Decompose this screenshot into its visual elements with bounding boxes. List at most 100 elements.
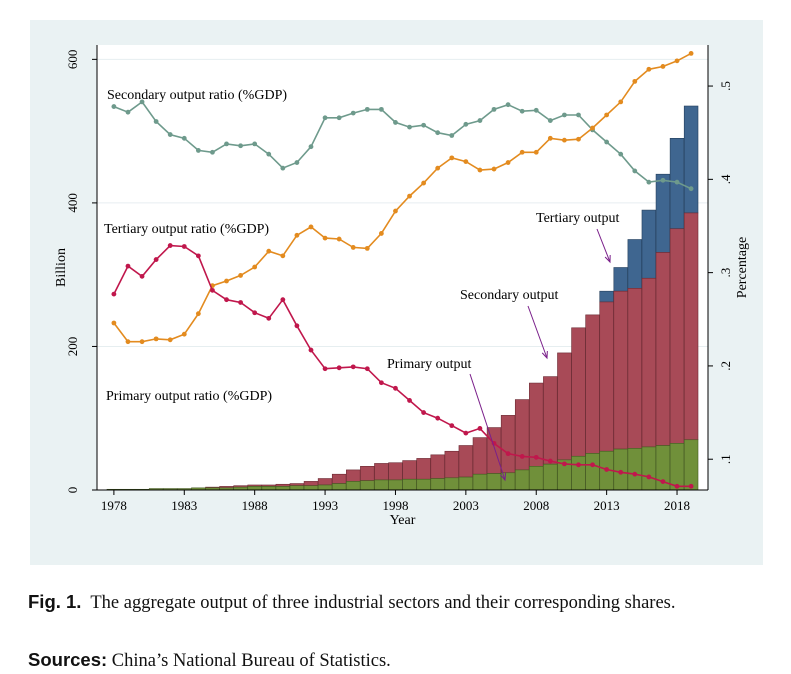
bar-primary-2019 [683,439,699,491]
point-secondary-ratio-1989 [266,151,272,157]
point-tertiary-ratio-2004 [477,167,483,173]
point-secondary-ratio-1995 [350,110,356,116]
bar-primary-1995 [346,481,361,491]
point-primary-ratio-2011 [576,462,581,468]
x-tick-label-2013: 2013 [594,498,620,513]
point-tertiary-ratio-2014 [618,99,624,105]
bar-secondary-1998 [388,462,403,481]
sources-label: Sources: [28,649,108,670]
point-primary-ratio-1994 [336,365,342,371]
point-tertiary-ratio-1990 [280,253,286,259]
point-tertiary-ratio-1984 [195,311,201,317]
point-tertiary-ratio-1980 [139,339,145,345]
point-tertiary-ratio-1988 [252,264,258,270]
line-primary-ratio [113,244,692,488]
point-tertiary-ratio-1987 [238,273,243,278]
point-secondary-ratio-1980 [139,99,145,105]
point-secondary-ratio-2001 [435,130,441,136]
point-primary-ratio-1996 [364,366,370,372]
x-tick-label-2003: 2003 [453,498,479,513]
bar-tertiary-2014 [613,267,628,292]
point-tertiary-ratio-2017 [660,64,666,69]
point-primary-ratio-1987 [238,300,243,305]
bar-secondary-1997 [374,463,389,481]
bar-primary-2000 [416,478,431,491]
bar-primary-1989 [261,486,276,491]
y2-tick-label-.4: .4 [718,174,733,184]
label-primary-ratio: Primary output ratio (%GDP) [106,389,272,404]
point-primary-ratio-1991 [294,323,300,329]
bar-secondary-2005 [486,427,502,474]
point-secondary-ratio-2003 [463,121,469,127]
point-secondary-ratio-1978 [111,104,117,109]
bar-primary-1996 [360,480,375,491]
bar-primary-1998 [388,479,403,491]
bar-secondary-2019 [683,212,699,441]
point-secondary-ratio-1998 [393,120,398,125]
point-tertiary-ratio-2003 [463,159,469,165]
y2-tick-label-.2: .2 [718,361,733,371]
point-tertiary-ratio-1993 [322,235,328,241]
point-secondary-ratio-2010 [562,112,567,118]
point-secondary-ratio-2017 [660,177,666,183]
point-secondary-ratio-2009 [547,118,553,123]
bar-tertiary-2017 [655,173,671,253]
bar-secondary-1991 [289,483,305,486]
point-primary-ratio-1981 [153,257,159,262]
point-primary-ratio-1992 [308,347,314,353]
chart: 0 200 400 600 .1 .2 .3 .4 .5 1978 1983 1988 1993 1998… [30,20,763,565]
bar-primary-2011 [571,455,586,491]
bar-secondary-2002 [444,450,459,479]
y2-tick-label-.1: .1 [718,454,733,464]
point-secondary-ratio-2016 [646,179,652,185]
arrow-primary-output-head [500,472,507,482]
point-secondary-ratio-2018 [674,179,680,185]
arrow-tertiary-output [596,228,611,263]
point-secondary-ratio-2013 [604,139,610,145]
point-primary-ratio-1979 [125,263,131,269]
point-tertiary-ratio-2010 [562,137,567,143]
figure-caption: Fig. 1. The aggregate output of three in… [28,590,788,615]
point-tertiary-ratio-2019 [688,50,694,56]
bar-secondary-2000 [416,458,431,480]
bar-primary-2014 [613,448,628,491]
x-tick-label-2008: 2008 [523,498,549,513]
point-secondary-ratio-1990 [280,165,286,171]
label-secondary-output: Secondary output [460,288,558,303]
point-primary-ratio-1999 [407,398,412,403]
point-secondary-ratio-2011 [576,112,581,118]
label-tertiary-ratio: Tertiary output ratio (%GDP) [104,222,269,237]
point-secondary-ratio-2007 [519,108,525,114]
point-tertiary-ratio-1981 [153,336,159,342]
point-secondary-ratio-1987 [238,143,243,149]
point-tertiary-ratio-2001 [435,165,441,171]
arrow-secondary-output-head [541,350,548,360]
label-tertiary-output: Tertiary output [536,211,619,226]
x-tick-label-2018: 2018 [664,498,690,513]
point-tertiary-ratio-2016 [646,66,652,72]
point-primary-ratio-1988 [252,310,258,316]
bar-primary-2016 [641,446,657,491]
point-tertiary-ratio-1979 [125,339,131,345]
bar-primary-1990 [275,486,291,491]
caption-text: The aggregate output of three industrial… [90,593,676,613]
point-primary-ratio-2009 [547,458,553,464]
bar-secondary-1993 [317,478,333,486]
point-tertiary-ratio-2002 [449,155,455,161]
bar-secondary-2004 [472,437,488,475]
bar-secondary-2001 [430,454,445,479]
point-primary-ratio-2015 [632,471,638,477]
bar-primary-2003 [458,476,474,491]
y-axis-label: Billion [54,248,69,287]
point-primary-ratio-2000 [421,410,427,415]
point-primary-ratio-2018 [674,483,680,489]
bar-primary-1988 [247,486,262,491]
point-tertiary-ratio-1982 [167,337,173,343]
point-tertiary-ratio-1983 [181,331,187,337]
figure-label: Fig. 1. [28,591,82,612]
point-tertiary-ratio-1991 [294,232,300,238]
bar-primary-1992 [303,485,319,491]
point-secondary-ratio-1988 [252,141,258,147]
bar-secondary-1999 [402,460,417,480]
bar-secondary-2007 [514,399,530,471]
